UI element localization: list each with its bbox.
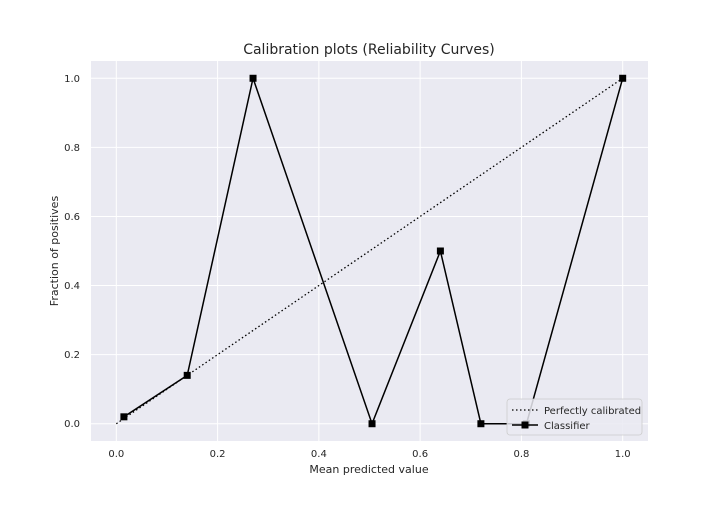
classifier-data-point (120, 413, 128, 421)
classifier-data-point (477, 420, 485, 428)
x-tick-label: 0.0 (108, 449, 124, 460)
classifier-data-point (619, 74, 627, 82)
y-tick-label: 0.6 (64, 212, 80, 223)
x-axis-label: Mean predicted value (309, 463, 428, 476)
classifier-data-point (436, 247, 444, 255)
x-tick-label: 0.8 (513, 449, 529, 460)
y-tick-label: 0.4 (64, 281, 80, 292)
legend-box (506, 398, 643, 436)
classifier-data-point (249, 74, 257, 82)
classifier-data-point (183, 371, 191, 379)
y-axis-label: Fraction of positives (48, 196, 61, 307)
chart-title: Calibration plots (Reliability Curves) (243, 42, 495, 58)
legend-label-classifier: Classifier (544, 421, 591, 432)
tick-labels: 0.0 0.2 0.4 0.6 0.8 1.0 0.0 0.2 0.4 0.6 0.8 1.0 (64, 74, 631, 460)
x-tick-label: 0.4 (311, 449, 327, 460)
y-tick-label: 0.2 (64, 350, 80, 361)
legend-marker-classifier (521, 421, 529, 429)
y-tick-label: 0.8 (64, 143, 80, 154)
y-tick-label: 0.0 (64, 419, 80, 430)
x-tick-label: 1.0 (615, 449, 631, 460)
classifier-data-point (368, 420, 376, 428)
y-tick-label: 1.0 (64, 74, 80, 85)
x-tick-label: 0.6 (412, 449, 428, 460)
legend: Perfectly calibrated Classifier (506, 398, 643, 436)
legend-label-perfectly-calibrated: Perfectly calibrated (544, 406, 641, 417)
x-tick-label: 0.2 (210, 449, 226, 460)
